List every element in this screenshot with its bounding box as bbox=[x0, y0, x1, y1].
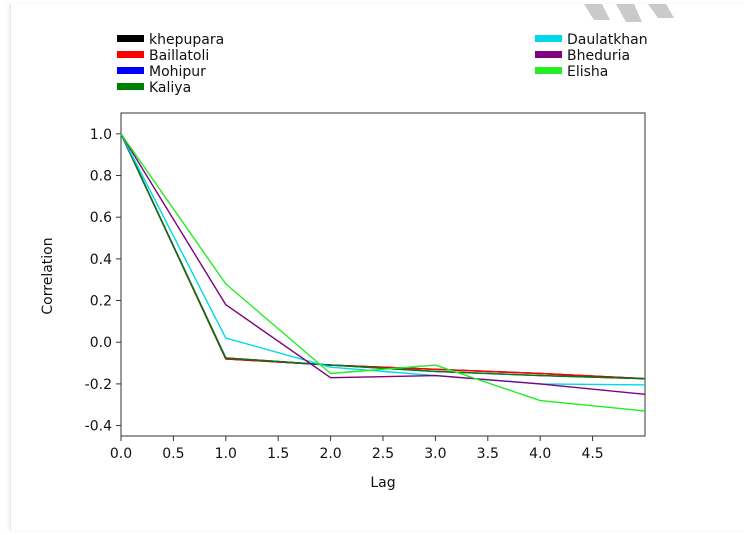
y-tick-label: -0.4 bbox=[85, 419, 112, 435]
corner-stripe bbox=[584, 4, 610, 20]
x-tick-label: 3.5 bbox=[477, 446, 499, 462]
legend-label-kaliya: Kaliya bbox=[149, 80, 191, 96]
series-line-mohipur bbox=[120, 133, 646, 380]
legend-swatch-daulatkhan bbox=[535, 35, 562, 42]
legend-label-baillatoli: Baillatoli bbox=[149, 48, 209, 64]
y-tick-label: 0.2 bbox=[90, 294, 112, 310]
series-line-daulatkhan bbox=[120, 133, 646, 386]
x-tick-label: 4.5 bbox=[581, 446, 603, 462]
y-axis: 1.0 0.8 0.6 0.4 0.2 0.0 -0.2 -0.4 bbox=[85, 127, 121, 435]
corner-stripe bbox=[648, 4, 674, 18]
legend-swatch-bheduria bbox=[535, 51, 562, 58]
x-tick-label: 4.0 bbox=[529, 446, 551, 462]
x-axis: 0.0 0.5 1.0 1.5 2.0 2.5 3.0 3.5 4.0 4.5 bbox=[110, 436, 604, 462]
legend-label-daulatkhan: Daulatkhan bbox=[567, 32, 648, 48]
legend-label-bheduria: Bheduria bbox=[567, 48, 630, 64]
y-tick-label: 0.8 bbox=[90, 169, 112, 185]
plot-frame bbox=[120, 112, 646, 437]
y-axis-title: Correlation bbox=[40, 237, 56, 314]
x-tick-label: 0.5 bbox=[162, 446, 184, 462]
legend-swatch-baillatoli bbox=[117, 51, 144, 58]
y-tick-label: -0.2 bbox=[85, 377, 112, 393]
legend-label-elisha: Elisha bbox=[567, 64, 608, 80]
series-lines bbox=[120, 133, 646, 412]
y-tick-label: 0.4 bbox=[90, 252, 112, 268]
x-tick-label: 3.0 bbox=[424, 446, 446, 462]
y-tick-label: 0.6 bbox=[90, 210, 112, 226]
x-tick-label: 0.0 bbox=[110, 446, 132, 462]
x-tick-label: 2.0 bbox=[319, 446, 341, 462]
x-tick-label: 1.5 bbox=[267, 446, 289, 462]
corner-decoration bbox=[584, 4, 674, 22]
x-tick-label: 2.5 bbox=[372, 446, 394, 462]
legend-label-khepupara: khepupara bbox=[149, 32, 224, 48]
x-tick-label: 1.0 bbox=[215, 446, 237, 462]
series-line-elisha bbox=[120, 133, 646, 412]
y-tick-label: 1.0 bbox=[90, 127, 112, 143]
legend-swatch-mohipur bbox=[117, 67, 144, 74]
legend-label-mohipur: Mohipur bbox=[149, 64, 206, 80]
series-line-baillatoli bbox=[120, 133, 646, 380]
y-tick-label: 0.0 bbox=[90, 335, 112, 351]
x-axis-title: Lag bbox=[370, 475, 395, 491]
legend-swatch-kaliya bbox=[117, 83, 144, 90]
series-line-bheduria bbox=[120, 133, 646, 395]
corner-stripe bbox=[616, 4, 642, 22]
series-line-khepupara bbox=[120, 133, 646, 380]
legend-swatch-elisha bbox=[535, 67, 562, 74]
figure-panel bbox=[10, 4, 746, 530]
series-line-kaliya bbox=[120, 133, 646, 380]
legend-swatch-khepupara bbox=[117, 35, 144, 42]
